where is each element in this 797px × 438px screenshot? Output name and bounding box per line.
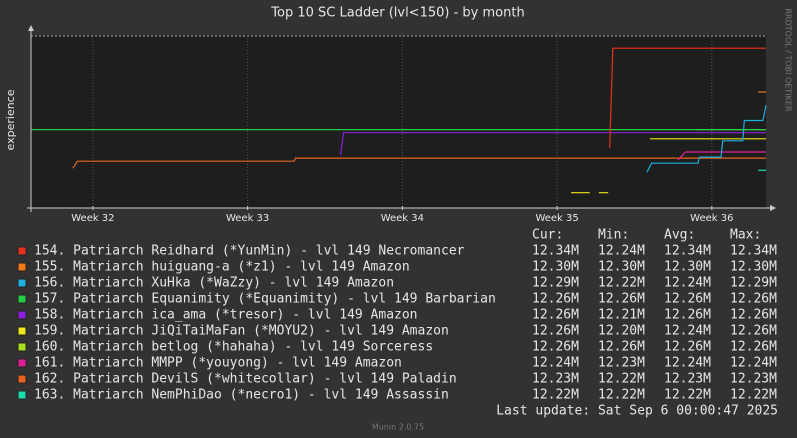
legend-stat: 12.24M (730, 356, 777, 371)
legend-stat: 12.22M (598, 372, 645, 387)
footer: Munin 2.0.75 (372, 423, 424, 432)
legend-stat: 12.22M (730, 388, 777, 403)
legend-stat: 12.30M (598, 260, 645, 275)
legend-stat: 12.23M (730, 372, 777, 387)
legend-label: 159. Matriarch JiQiTaiMaFan (*MOYU2) - l… (34, 324, 449, 339)
legend-label: 163. Matriarch NemPhiDao (*necro1) - lvl… (34, 388, 449, 403)
legend-swatch (17, 358, 27, 368)
legend-stat: 12.26M (730, 292, 777, 307)
legend-swatch (17, 246, 27, 256)
legend-label: 155. Matriarch huiguang-a (*z1) - lvl 14… (34, 260, 410, 275)
legend-stat: 12.26M (532, 308, 579, 323)
legend-stat: 12.26M (730, 308, 777, 323)
legend-stat: 12.24M (664, 356, 711, 371)
legend-stat: 12.26M (664, 292, 711, 307)
legend-stat: 12.34M (532, 244, 579, 259)
x-tick-label: Week 35 (535, 213, 578, 224)
legend-stat: 12.22M (598, 388, 645, 403)
x-tick-label: Week 36 (690, 213, 733, 224)
legend-swatch (17, 262, 27, 272)
legend-stat: 12.26M (664, 308, 711, 323)
last-update: Last update: Sat Sep 6 00:00:47 2025 (496, 404, 778, 419)
legend-stat: 12.34M (664, 244, 711, 259)
legend-stat: 12.24M (598, 244, 645, 259)
series-line (339, 132, 766, 156)
legend-stat: 12.30M (532, 260, 579, 275)
legend-swatch (17, 342, 27, 352)
series-line (609, 47, 766, 149)
legend-stat: 12.22M (598, 276, 645, 291)
legend-stat: 12.23M (598, 356, 645, 371)
legend-stat: 12.34M (730, 244, 777, 259)
legend-stat: 12.30M (664, 260, 711, 275)
legend-stat: 12.22M (532, 388, 579, 403)
legend-stat: 12.24M (664, 324, 711, 339)
legend-swatch (17, 326, 27, 336)
legend-header: Max: (730, 228, 761, 243)
legend-stat: 12.26M (532, 324, 579, 339)
legend-stat: 12.23M (532, 372, 579, 387)
x-tick-label: Week 32 (71, 213, 114, 224)
x-tick-label: Week 34 (381, 213, 424, 224)
plot-area (31, 35, 766, 208)
legend-label: 156. Matriarch XuHka (*WaZzy) - lvl 149 … (34, 276, 394, 291)
legend-swatch (17, 374, 27, 384)
series-line (646, 105, 767, 173)
legend-swatch (17, 310, 27, 320)
legend-swatch (17, 294, 27, 304)
legend-stat: 12.30M (730, 260, 777, 275)
legend-header: Cur: (532, 228, 563, 243)
legend-stat: 12.21M (598, 308, 645, 323)
legend-stat: 12.22M (664, 388, 711, 403)
legend-stat: 12.26M (664, 340, 711, 355)
legend-stat: 12.29M (730, 276, 777, 291)
chart-title: Top 10 SC Ladder (lvl<150) - by month (270, 6, 524, 21)
legend: Cur: Min: Avg: Max: 154. Patriarch Reidhard … (17, 228, 777, 403)
series-line (72, 157, 766, 169)
series-line (571, 138, 766, 194)
legend-header: Min: (598, 228, 629, 243)
legend-label: 154. Patriarch Reidhard (*YunMin) - lvl … (34, 244, 465, 259)
y-axis-label: experience (4, 89, 17, 150)
legend-stat: 12.26M (730, 340, 777, 355)
x-tick-label: Week 33 (226, 213, 269, 224)
legend-stat: 12.24M (532, 356, 579, 371)
legend-stat: 12.26M (532, 340, 579, 355)
legend-stat: 12.26M (730, 324, 777, 339)
legend-stat: 12.29M (532, 276, 579, 291)
legend-stat: 12.26M (532, 292, 579, 307)
legend-stat: 12.24M (664, 276, 711, 291)
series-line (677, 151, 766, 161)
legend-stat: 12.26M (598, 292, 645, 307)
legend-header: Avg: (664, 228, 695, 243)
legend-label: 157. Patriarch Equanimity (*Equanimity) … (34, 292, 496, 307)
legend-swatch (17, 278, 27, 288)
lines (31, 47, 767, 194)
watermark: RRDTOOL / TOBI OETIKER (784, 8, 793, 111)
legend-stat: 12.26M (598, 340, 645, 355)
legend-label: 160. Matriarch betlog (*hahaha) - lvl 14… (34, 340, 433, 355)
legend-stat: 12.20M (598, 324, 645, 339)
legend-label: 161. Matriarch MMPP (*youyong) - lvl 149… (34, 356, 402, 371)
legend-label: 162. Patriarch DevilS (*whitecollar) - l… (34, 372, 457, 387)
legend-stat: 12.23M (664, 372, 711, 387)
legend-label: 158. Matriarch ica_ama (*tresor) - lvl 1… (34, 308, 418, 323)
legend-swatch (17, 390, 27, 400)
